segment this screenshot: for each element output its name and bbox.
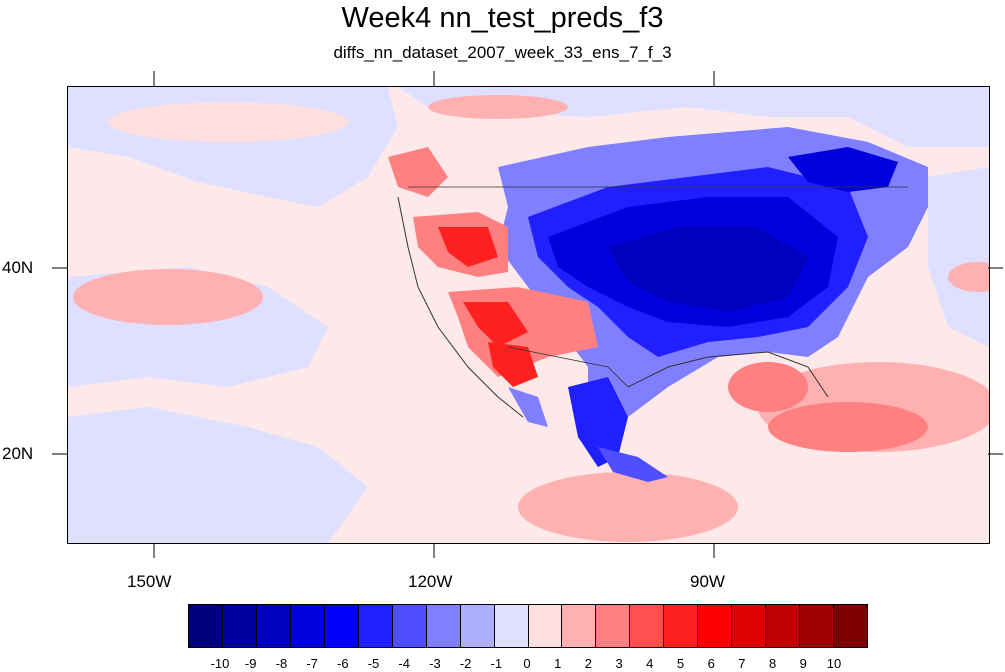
colorbar-swatch	[562, 605, 597, 647]
colorbar-label: 1	[554, 656, 562, 671]
anomaly-map	[68, 87, 989, 543]
colorbar-label: 0	[523, 656, 531, 671]
colorbar-label: 10	[826, 656, 842, 671]
colorbar-swatch	[528, 605, 563, 647]
map-region	[928, 167, 989, 347]
colorbar-label: -1	[490, 656, 503, 671]
y-tick-label: 40N	[2, 258, 34, 277]
colorbar-label: 9	[799, 656, 807, 671]
y-tick-label: 20N	[2, 444, 34, 463]
colorbar-swatch	[698, 605, 733, 647]
colorbar-swatch	[800, 605, 835, 647]
colorbar-label: -6	[337, 656, 349, 671]
colorbar-swatch	[189, 605, 223, 647]
colorbar	[188, 604, 868, 648]
map-region	[488, 342, 538, 387]
coastline	[397, 196, 524, 418]
colorbar-swatch	[766, 605, 801, 647]
colorbar-swatch	[256, 605, 291, 647]
map-region	[948, 262, 989, 292]
colorbar-label: -4	[398, 656, 410, 671]
colorbar-swatch	[834, 605, 868, 647]
map-region	[608, 227, 808, 312]
colorbar-label: 6	[707, 656, 715, 671]
map-region	[518, 472, 738, 542]
colorbar-label: -9	[244, 656, 257, 671]
colorbar-swatch	[358, 605, 393, 647]
colorbar-label: -7	[306, 656, 318, 671]
map-region	[68, 407, 368, 543]
colorbar-swatch	[732, 605, 767, 647]
colorbar-swatch	[222, 605, 257, 647]
colorbar-label: -10	[210, 656, 230, 671]
colorbar-label: -2	[459, 656, 472, 671]
colorbar-label: 4	[646, 656, 654, 671]
border-line	[507, 346, 629, 388]
x-tick-label: 120W	[408, 572, 453, 591]
map-region	[108, 102, 348, 142]
colorbar-swatch	[494, 605, 529, 647]
map-region	[388, 147, 448, 197]
colorbar-swatch	[426, 605, 461, 647]
colorbar-label: 7	[738, 656, 746, 671]
colorbar-swatch	[392, 605, 427, 647]
colorbar-label: 5	[676, 656, 685, 671]
map-region	[568, 377, 628, 467]
map-region	[428, 95, 568, 119]
map-region	[508, 387, 548, 427]
x-tick-label: 90W	[690, 572, 725, 591]
x-tick-label: 150W	[127, 572, 172, 591]
colorbar-label: 2	[584, 656, 592, 671]
colorbar-swatch	[664, 605, 699, 647]
colorbar-label: -5	[367, 656, 380, 671]
map-region	[73, 269, 263, 325]
map-region	[788, 147, 898, 192]
map-region	[768, 402, 928, 452]
colorbar-swatch	[630, 605, 665, 647]
coastline	[627, 351, 829, 398]
map-region	[728, 362, 808, 412]
colorbar-label: -8	[275, 656, 288, 671]
colorbar-swatch	[460, 605, 495, 647]
map-region	[463, 302, 528, 347]
colorbar-swatch	[596, 605, 631, 647]
plot-subtitle: diffs_nn_dataset_2007_week_33_ens_7_f_3	[333, 43, 672, 62]
map-region	[438, 227, 498, 267]
colorbar-swatch	[324, 605, 359, 647]
colorbar-label: 3	[615, 656, 623, 671]
colorbar-label: 8	[768, 656, 777, 671]
colorbar-swatch	[290, 605, 325, 647]
map-region	[598, 447, 668, 482]
colorbar-label: -3	[429, 656, 441, 671]
plot-title: Week4 nn_test_preds_f3	[341, 2, 664, 34]
map-panel	[67, 86, 990, 544]
